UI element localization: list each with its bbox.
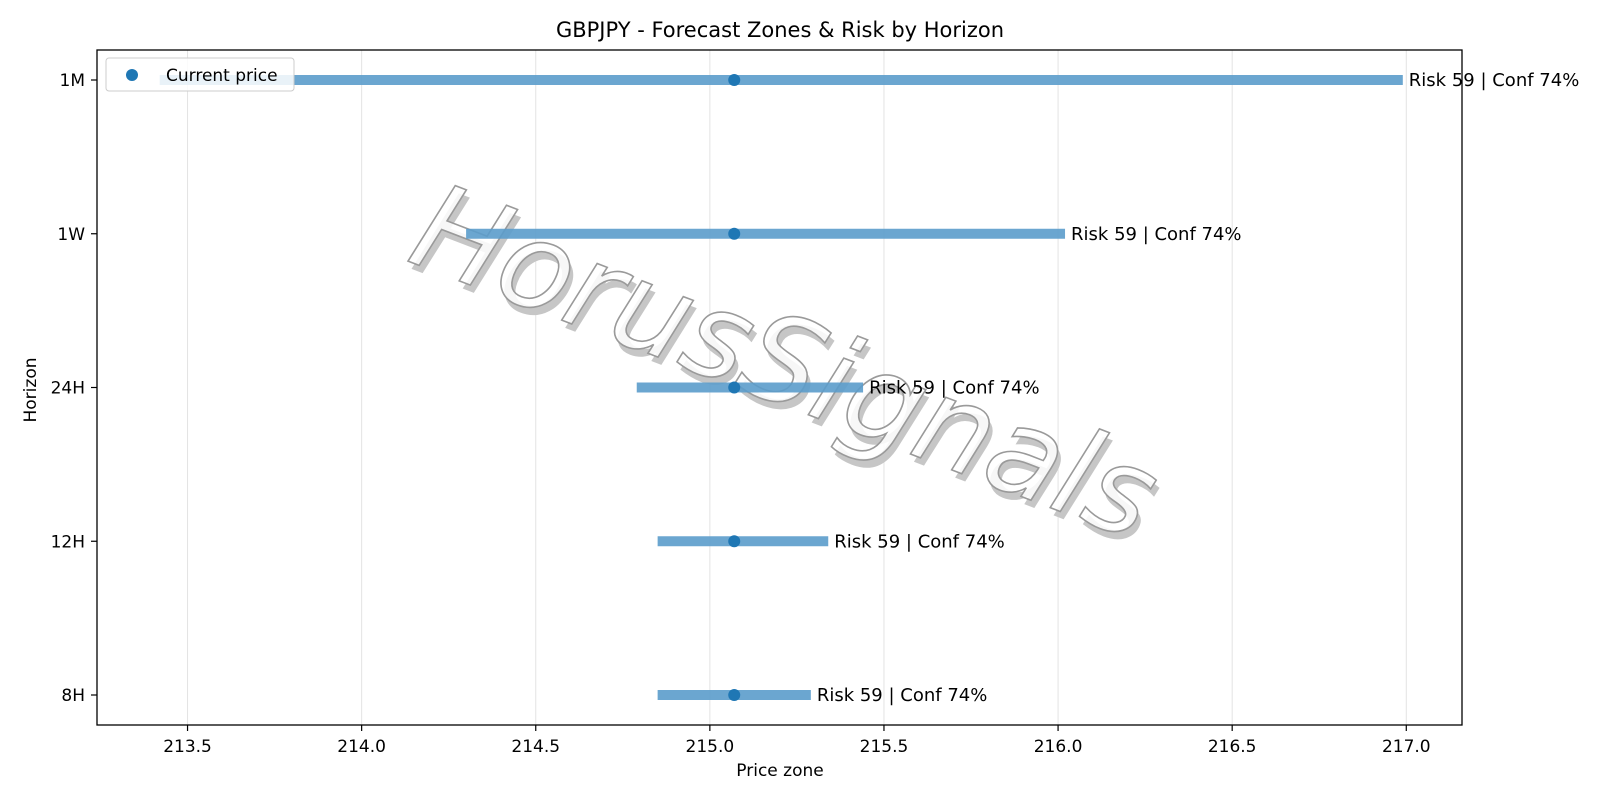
current-price-point bbox=[728, 689, 741, 701]
bar-annotation: Risk 59 | Conf 74% bbox=[1071, 224, 1242, 245]
x-tick-label: 215.0 bbox=[686, 737, 735, 757]
x-tick-label: 217.0 bbox=[1382, 737, 1431, 757]
y-axis: 1M 1W 24H 12H 8H bbox=[51, 71, 97, 706]
bar-annotation: Risk 59 | Conf 74% bbox=[834, 531, 1005, 552]
x-tick-label: 215.5 bbox=[860, 737, 909, 757]
range-bar bbox=[159, 75, 1403, 85]
x-axis: 213.5 214.0 214.5 215.0 215.5 216.0 216.5 217.0 bbox=[163, 725, 1431, 757]
bar-annotation: Risk 59 | Conf 74% bbox=[1409, 70, 1580, 91]
y-tick-label: 1W bbox=[57, 225, 85, 245]
range-bar bbox=[657, 536, 829, 547]
x-tick-label: 213.5 bbox=[163, 737, 212, 757]
x-gridlines bbox=[187, 50, 1407, 725]
x-tick-label: 216.0 bbox=[1034, 737, 1083, 757]
x-tick-label: 214.0 bbox=[337, 737, 386, 757]
range-bar bbox=[466, 228, 1066, 239]
y-axis-label: Horizon bbox=[21, 358, 41, 423]
legend-marker bbox=[126, 69, 138, 81]
legend-box bbox=[105, 57, 295, 92]
current-price-point bbox=[728, 74, 741, 86]
forecast-ranges: Risk 59 | Conf 74% Risk 59 | Conf 74% Risk… bbox=[159, 70, 1580, 706]
current-price-point bbox=[728, 535, 741, 548]
current-price-point bbox=[728, 381, 741, 394]
range-bar bbox=[636, 382, 864, 393]
bar-annotation: Risk 59 | Conf 74% bbox=[817, 685, 988, 706]
x-tick-label: 214.5 bbox=[511, 737, 560, 757]
x-axis-label: Price zone bbox=[736, 761, 823, 781]
y-tick-label: 24H bbox=[51, 379, 85, 399]
y-tick-label: 1M bbox=[60, 71, 85, 91]
bar-annotation: Risk 59 | Conf 74% bbox=[869, 378, 1040, 399]
current-price-point bbox=[728, 227, 741, 240]
chart-title: GBPJPY - Forecast Zones & Risk by Horizo… bbox=[556, 18, 1004, 42]
y-tick-label: 8H bbox=[61, 686, 85, 706]
x-tick-label: 216.5 bbox=[1208, 737, 1257, 757]
y-tick-label: 12H bbox=[51, 532, 85, 552]
legend-entry: Current price bbox=[166, 66, 278, 86]
legend: Current price bbox=[105, 57, 295, 92]
